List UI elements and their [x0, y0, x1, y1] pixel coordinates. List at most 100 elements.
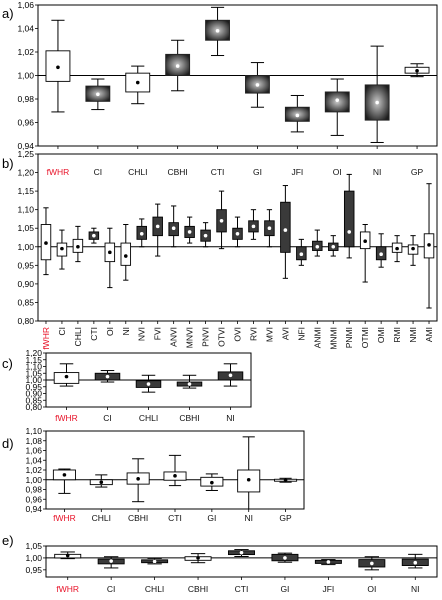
category-label: CHLI	[145, 584, 164, 594]
box-CI	[56, 229, 68, 270]
y-tick-label: 1,25	[17, 149, 34, 159]
box-AVI	[280, 185, 291, 279]
category-label: OI	[105, 327, 115, 336]
y-tick-label: 1,20	[25, 348, 42, 358]
category-label: CBHI	[188, 584, 208, 594]
category-label: fWHR	[47, 167, 70, 177]
box-JFI	[284, 94, 310, 133]
mean-marker	[326, 560, 331, 564]
box-CHLI	[72, 225, 84, 263]
mean-marker	[415, 69, 419, 73]
mean-marker	[64, 374, 69, 379]
mean-marker	[375, 100, 379, 105]
category-label: ANMI	[312, 327, 322, 348]
mean-marker	[411, 246, 415, 251]
y-tick-label: 1,00	[17, 242, 34, 252]
mean-marker	[139, 231, 144, 236]
box-RMI	[391, 235, 403, 263]
mean-marker	[92, 233, 96, 238]
category-label: CBHI	[179, 413, 199, 423]
y-tick-label: 1,15	[25, 355, 42, 365]
box-FVI	[152, 203, 163, 257]
mean-marker	[363, 239, 367, 244]
box-CI	[94, 370, 121, 383]
mean-marker	[283, 478, 288, 483]
box-PNVI	[200, 222, 211, 248]
box-RVI	[248, 209, 259, 240]
category-label: CI	[57, 327, 67, 336]
y-tick-label: 0,85	[25, 395, 42, 405]
category-label: OTMI	[360, 327, 370, 348]
mean-marker	[228, 373, 233, 378]
category-label: OVI	[233, 327, 243, 342]
category-label: NI	[121, 327, 131, 336]
category-label: CI	[94, 167, 103, 177]
mean-marker	[175, 64, 180, 68]
y-tick-label: 0,80	[25, 402, 42, 412]
category-label: fWHR	[56, 584, 79, 594]
category-label: OI	[367, 584, 376, 594]
mean-marker	[76, 244, 80, 249]
mean-marker	[155, 224, 160, 229]
mean-marker	[379, 252, 383, 256]
box-NVI	[136, 218, 147, 248]
category-label: RVI	[248, 327, 258, 341]
category-label: JFI	[322, 584, 334, 594]
y-tick-label: 1,05	[25, 541, 42, 551]
category-label: CBHI	[128, 513, 148, 523]
category-label: GI	[253, 167, 262, 177]
mean-marker	[196, 556, 200, 560]
mean-marker	[246, 477, 251, 482]
category-label: CTI	[211, 167, 225, 177]
box-NI	[217, 363, 244, 387]
y-tick-label: 1,00	[25, 553, 42, 563]
box-CHLI	[135, 374, 162, 393]
y-tick-label: 0,94	[25, 504, 42, 514]
mean-marker	[60, 246, 64, 251]
category-label: NVI	[137, 327, 147, 341]
category-label: CTI	[168, 513, 182, 523]
box-MNVI	[184, 216, 195, 244]
category-label: MNVI	[185, 327, 195, 348]
category-label: CTI	[235, 584, 249, 594]
mean-marker	[235, 231, 240, 236]
y-tick-label: 0,94	[17, 141, 34, 151]
panel-label: c)	[2, 356, 13, 371]
mean-marker	[62, 473, 67, 477]
mean-marker	[123, 254, 128, 258]
box-OTVI	[216, 190, 227, 250]
box-OI	[358, 556, 386, 571]
box-GI	[245, 62, 270, 108]
category-label: CI	[103, 413, 112, 423]
mean-marker	[171, 226, 176, 231]
box-MNMI	[328, 235, 339, 257]
category-label: CBHI	[167, 167, 187, 177]
category-label: OTVI	[217, 327, 227, 347]
mean-marker	[99, 480, 104, 484]
panel-label: d)	[2, 436, 14, 451]
category-label: AMI	[424, 327, 434, 342]
mean-marker	[96, 92, 100, 97]
mean-marker	[251, 224, 256, 229]
mean-marker	[187, 230, 192, 234]
mean-marker	[146, 382, 151, 386]
y-tick-label: 1,10	[25, 426, 42, 436]
mean-marker	[109, 559, 113, 563]
mean-marker	[173, 474, 177, 478]
mean-marker	[315, 244, 320, 249]
box-CI	[97, 556, 125, 569]
box-CTI	[163, 454, 187, 487]
mean-marker	[56, 65, 60, 70]
mean-marker	[283, 556, 287, 560]
category-label: fWHR	[41, 327, 51, 350]
mean-marker	[295, 113, 300, 118]
mean-marker	[255, 83, 260, 87]
category-label: JFI	[291, 167, 303, 177]
mean-marker	[347, 230, 352, 234]
box-PNMI	[343, 173, 355, 259]
mean-marker	[105, 374, 110, 379]
panel-c: c) 0,800,850,900,951,001,051,101,151,20 fW…	[2, 348, 252, 423]
y-tick-label: 0,95	[17, 260, 34, 270]
category-label: NI	[244, 513, 253, 523]
